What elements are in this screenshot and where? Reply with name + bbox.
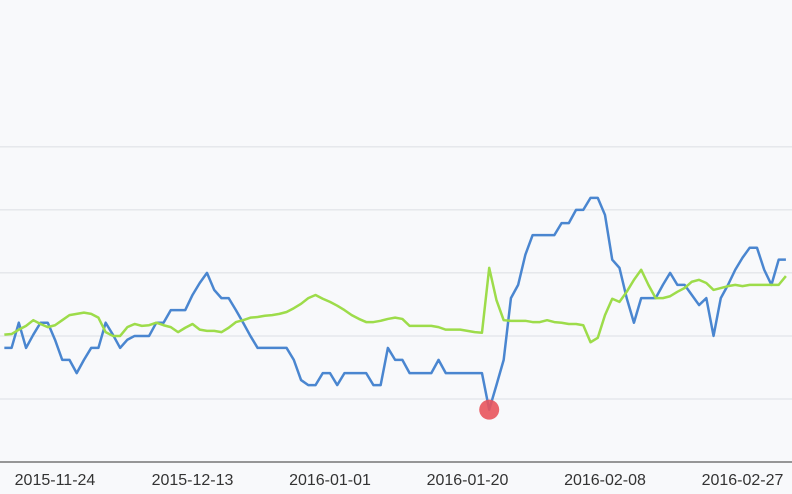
x-tick-label: 2015-12-13 (152, 472, 234, 489)
x-tick-label: 2015-11-24 (15, 472, 96, 489)
series-line (4, 196, 786, 411)
x-tick-label: 2016-01-01 (289, 472, 371, 489)
min-point (479, 399, 500, 420)
x-tick-label: 2016-01-20 (427, 472, 509, 489)
x-tick-label: 2016-02-08 (564, 472, 646, 489)
x-tick-label: 2016-02-27 (702, 472, 784, 489)
series-line (4, 266, 787, 344)
